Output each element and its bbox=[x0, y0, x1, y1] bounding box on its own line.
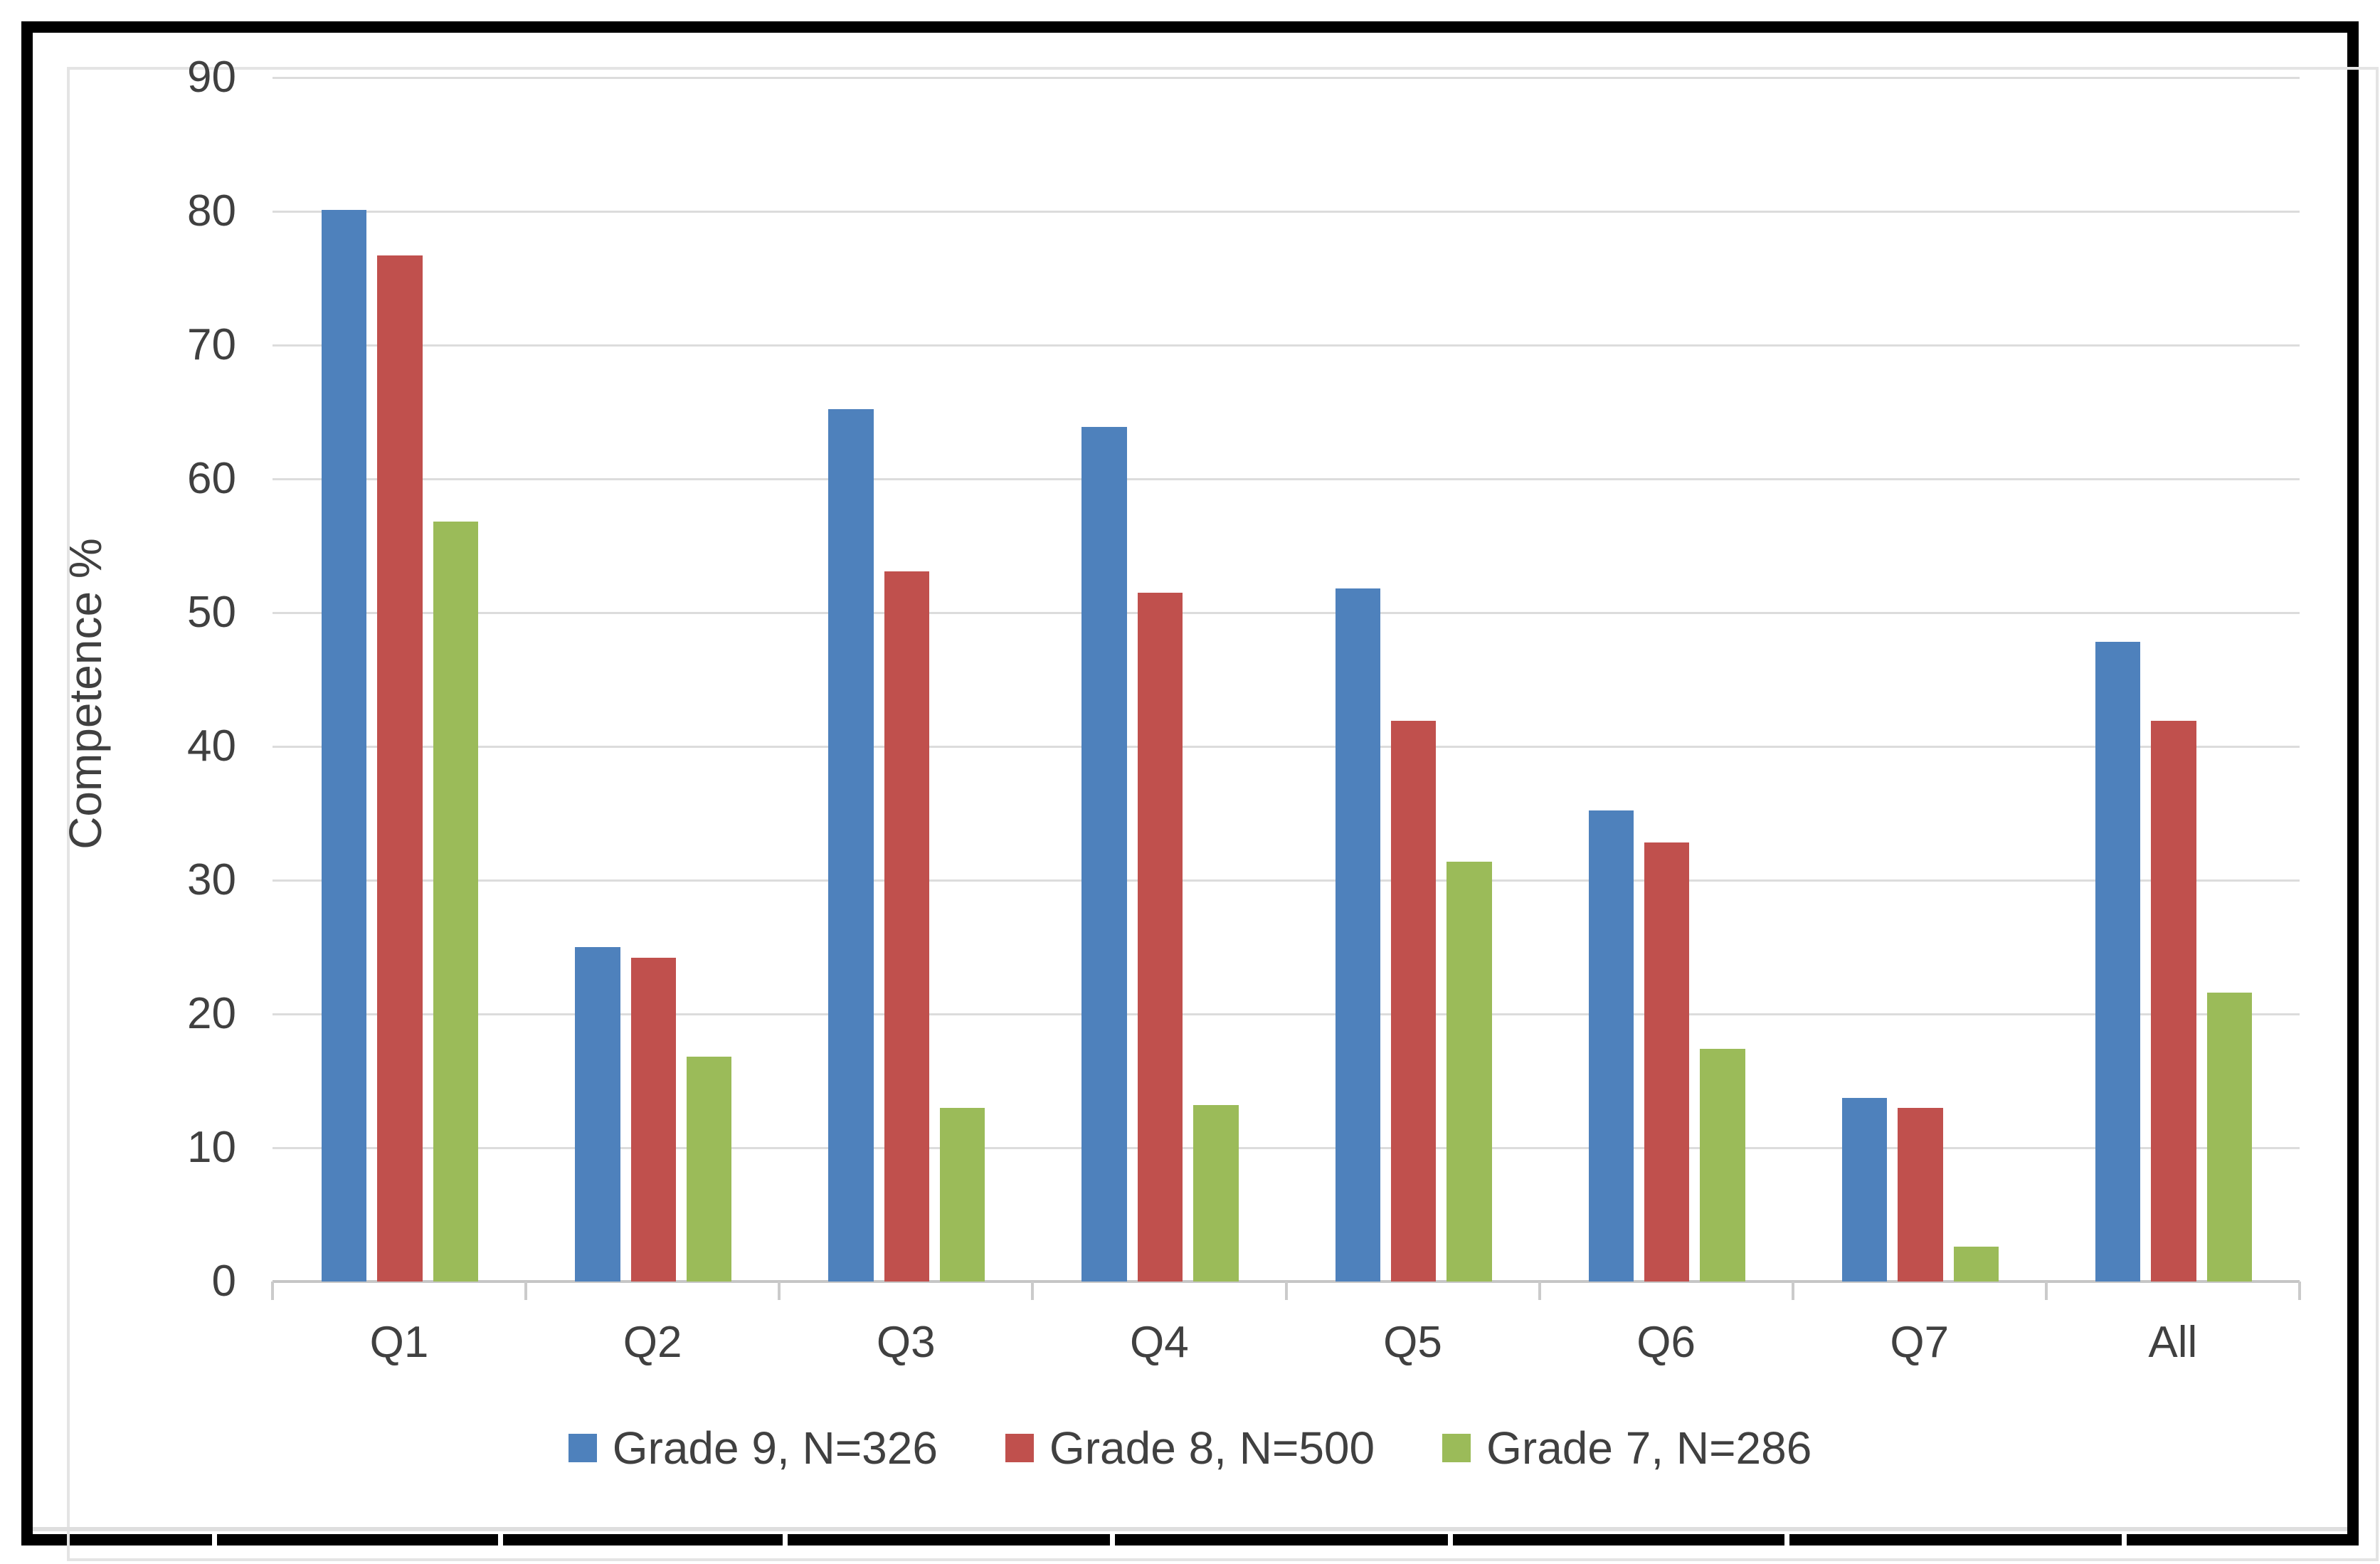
x-axis-tick bbox=[1284, 1282, 1288, 1300]
x-axis-tick bbox=[1538, 1282, 1541, 1300]
bar-Q2-grade-9 bbox=[575, 947, 620, 1282]
bar-Q7-grade-9 bbox=[1841, 1098, 1888, 1282]
bottom-border-notch bbox=[2122, 1534, 2127, 1545]
bar-Q5-grade-7 bbox=[1446, 861, 1492, 1282]
legend-entry: Grade 8, N=500 bbox=[1005, 1425, 1375, 1471]
x-category-label-Q6: Q6 bbox=[1636, 1318, 1696, 1367]
y-tick-label-40: 40 bbox=[187, 722, 236, 771]
y-tick-label-80: 80 bbox=[187, 186, 236, 236]
bar-Q2-grade-8 bbox=[630, 958, 676, 1282]
y-tick-label-90: 90 bbox=[187, 53, 236, 102]
legend-label: Grade 7, N=286 bbox=[1486, 1422, 1812, 1474]
y-tick-label-30: 30 bbox=[187, 855, 236, 904]
legend-entry: Grade 7, N=286 bbox=[1442, 1425, 1812, 1471]
gridline-10 bbox=[273, 1147, 2300, 1149]
x-category-label-Q3: Q3 bbox=[876, 1318, 936, 1367]
y-axis-title-text: Competence % bbox=[60, 538, 111, 850]
y-tick-label-0: 0 bbox=[211, 1257, 236, 1306]
bottom-border-notch bbox=[1448, 1534, 1453, 1545]
bar-Q2-grade-7 bbox=[686, 1057, 732, 1282]
gridline-90 bbox=[273, 77, 2300, 79]
bottom-border-notch bbox=[212, 1534, 217, 1545]
bar-Q1-grade-9 bbox=[322, 210, 367, 1282]
x-category-label-Q5: Q5 bbox=[1383, 1318, 1442, 1367]
legend: Grade 9, N=326 Grade 8, N=500 Grade 7, N=2… bbox=[0, 1425, 2380, 1471]
y-tick-label-70: 70 bbox=[187, 320, 236, 369]
bar-Q3-grade-8 bbox=[884, 571, 930, 1282]
legend-label: Grade 8, N=500 bbox=[1049, 1422, 1375, 1474]
legend-marker-icon bbox=[1005, 1434, 1034, 1462]
bar-Q5-grade-9 bbox=[1335, 588, 1380, 1282]
legend-marker-icon bbox=[1442, 1434, 1471, 1462]
gridline-40 bbox=[273, 746, 2300, 748]
bottom-border-notch bbox=[1110, 1534, 1115, 1545]
x-axis-tick bbox=[2044, 1282, 2048, 1300]
x-axis-tick bbox=[1791, 1282, 1794, 1300]
x-category-label-Q4: Q4 bbox=[1130, 1318, 1189, 1367]
x-category-label-Q2: Q2 bbox=[623, 1318, 682, 1367]
x-axis-tick bbox=[2298, 1282, 2301, 1300]
x-axis-tick bbox=[778, 1282, 781, 1300]
bar-Q6-grade-8 bbox=[1644, 842, 1690, 1282]
bar-All-grade-7 bbox=[2206, 992, 2253, 1282]
legend-label: Grade 9, N=326 bbox=[612, 1422, 938, 1474]
bar-All-grade-9 bbox=[2095, 642, 2141, 1282]
bar-Q4-grade-9 bbox=[1081, 426, 1127, 1282]
bar-Q7-grade-8 bbox=[1898, 1107, 1943, 1282]
gridline-20 bbox=[273, 1013, 2300, 1015]
legend-entry: Grade 9, N=326 bbox=[568, 1425, 938, 1471]
bar-Q4-grade-7 bbox=[1193, 1104, 1239, 1282]
gridline-60 bbox=[273, 478, 2300, 480]
y-tick-label-60: 60 bbox=[187, 454, 236, 503]
gridline-30 bbox=[273, 879, 2300, 882]
bottom-border-notch bbox=[783, 1534, 788, 1545]
bar-Q6-grade-9 bbox=[1588, 810, 1634, 1282]
bar-Q1-grade-7 bbox=[433, 522, 479, 1282]
bar-Q5-grade-8 bbox=[1390, 721, 1437, 1282]
y-tick-label-20: 20 bbox=[187, 989, 236, 1038]
bar-Q1-grade-8 bbox=[377, 255, 423, 1282]
legend-marker-icon bbox=[568, 1434, 597, 1462]
bottom-border-notch bbox=[1784, 1534, 1789, 1545]
bar-All-grade-8 bbox=[2151, 721, 2196, 1282]
y-tick-label-50: 50 bbox=[187, 588, 236, 637]
x-axis-tick bbox=[271, 1282, 274, 1300]
gridline-50 bbox=[273, 612, 2300, 614]
bar-Q6-grade-7 bbox=[1700, 1048, 1745, 1282]
bar-Q4-grade-8 bbox=[1137, 592, 1183, 1282]
chart-area-frame bbox=[67, 67, 2379, 1561]
bar-Q3-grade-9 bbox=[828, 409, 874, 1282]
x-category-label-All: All bbox=[2148, 1318, 2198, 1367]
x-category-label-Q7: Q7 bbox=[1890, 1318, 1950, 1367]
x-axis-tick bbox=[524, 1282, 528, 1300]
plot-area bbox=[273, 77, 2300, 1283]
gridline-80 bbox=[273, 211, 2300, 213]
bar-Q7-grade-7 bbox=[1953, 1247, 1999, 1282]
x-axis-tick bbox=[1031, 1282, 1035, 1300]
y-axis-title: Competence % bbox=[59, 538, 112, 850]
y-tick-label-10: 10 bbox=[187, 1123, 236, 1172]
bottom-gray-strip bbox=[33, 1527, 2347, 1531]
bar-Q3-grade-7 bbox=[940, 1107, 985, 1282]
x-category-label-Q1: Q1 bbox=[369, 1318, 429, 1367]
bottom-border-notch bbox=[498, 1534, 503, 1545]
gridline-70 bbox=[273, 344, 2300, 347]
